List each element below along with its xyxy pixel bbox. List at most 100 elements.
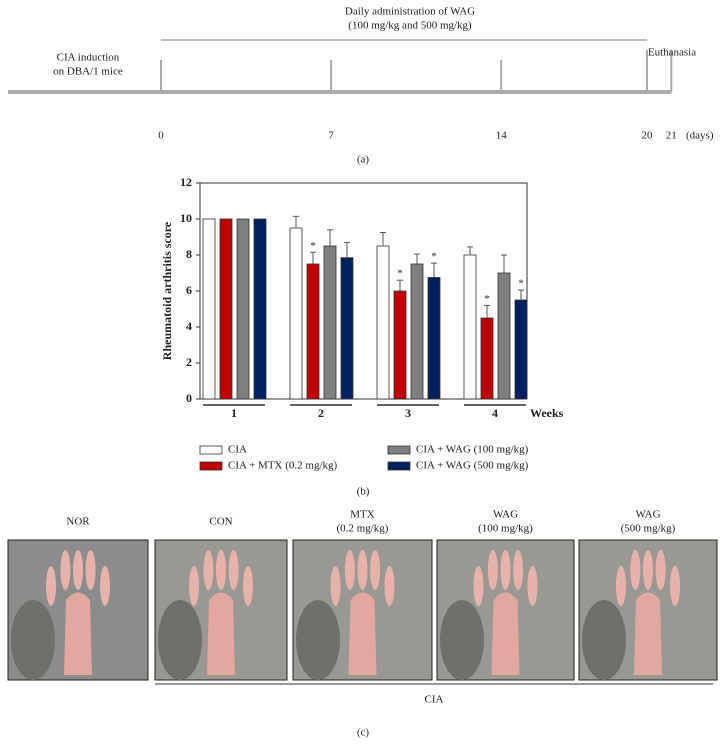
photo-label: NOR [66,516,90,528]
caption: (a) [357,154,370,166]
significance-mark: * [310,240,316,252]
bar [289,227,303,400]
bar [427,277,441,400]
bar [236,218,250,400]
y-tick-label: 4 [186,319,192,333]
end-label: Euthanasia [648,47,696,59]
toe [189,566,199,606]
timeline-tick-label: 20 [642,130,654,142]
photo-label: WAG [493,509,518,521]
significance-mark: * [431,251,437,263]
bar [480,317,494,400]
treatment-label: Daily administration of WAG [345,6,475,18]
toe [203,550,214,590]
toe [500,550,511,590]
toe [655,550,666,590]
photo-label: MTX [350,509,375,521]
toe [616,566,626,606]
toe [243,566,253,606]
y-tick-label: 6 [186,283,192,297]
legend-label: CIA + MTX (0.2 mg/kg) [228,460,338,472]
paw [64,592,92,675]
timeline-tick-label: 7 [328,130,334,142]
bar [497,272,511,400]
legend-label: CIA [228,444,247,456]
toe [60,550,71,590]
photo-label: WAG [635,509,660,521]
y-tick-label: 10 [180,211,192,225]
toe [630,550,641,590]
paw [491,592,520,675]
bar [340,257,354,400]
legend-label: CIA + WAG (500 mg/kg) [416,460,529,472]
photo-label: (500 mg/kg) [621,523,676,535]
toe [216,550,226,590]
toe [513,550,524,590]
significance-mark: * [518,278,524,290]
toe [85,550,96,590]
toe [46,566,56,606]
bar [306,263,320,400]
toe [228,550,239,590]
photo-fur [582,600,626,680]
bar [514,299,528,400]
x-tick-label: 2 [318,406,324,420]
y-tick-label: 2 [186,355,192,369]
timeline-tick-label: 0 [158,130,164,142]
toe [73,550,83,590]
x-axis-label: Weeks [530,406,564,420]
unit-label: (days) [686,130,714,142]
photo-label: CON [209,516,232,528]
bar [410,263,424,400]
legend-swatch [387,445,411,455]
toe [487,550,498,590]
bar [253,218,267,400]
y-tick-label: 8 [186,247,192,261]
photo-label: (0.2 mg/kg) [337,523,389,535]
treatment-label: (100 mg/kg and 500 mg/kg) [348,20,472,32]
paw [634,592,662,675]
bar [202,218,216,400]
legend-label: CIA + WAG (100 mg/kg) [416,444,529,456]
legend-swatch [387,461,411,471]
photo-fur [296,600,340,680]
photo-fur [440,600,484,680]
caption: (b) [357,486,370,498]
start-label: CIA induction [57,52,120,64]
x-tick-label: 4 [492,406,498,420]
significance-mark: * [484,293,490,305]
y-tick-label: 0 [186,391,192,405]
bar [463,254,477,400]
toe [527,566,538,606]
toe [100,566,110,606]
legend-swatch [199,445,223,455]
photo-fur [11,600,55,680]
start-label: on DBA/1 mice [53,66,123,78]
significance-mark: * [397,268,403,280]
toe [357,550,368,590]
paw [207,592,235,675]
toe [330,566,341,606]
y-tick-label: 12 [180,175,192,189]
toe [384,566,395,606]
toe [473,566,484,606]
toe [370,550,381,590]
bar [219,218,233,400]
timeline-tick-label: 21 [666,130,677,142]
legend-swatch [199,461,223,471]
toe [344,550,355,590]
y-axis-label: Rheumatoid arthritis score [160,221,174,360]
bar [323,245,337,400]
timeline-tick-label: 14 [496,130,508,142]
photo-label: (100 mg/kg) [478,523,533,535]
x-tick-label: 1 [231,406,237,420]
bar [393,290,407,400]
x-tick-label: 3 [405,406,411,420]
photo-fur [158,600,202,680]
caption: (c) [357,727,370,739]
group-label: CIA [425,694,444,706]
paw [348,592,377,675]
bar [376,245,390,400]
toe [643,550,653,590]
